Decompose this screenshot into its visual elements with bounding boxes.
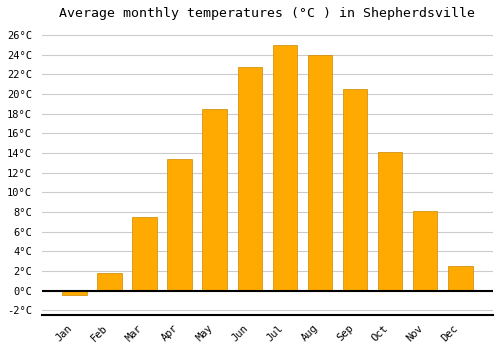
- Bar: [238, 66, 262, 290]
- Bar: [98, 273, 122, 290]
- Bar: [272, 45, 297, 290]
- Title: Average monthly temperatures (°C ) in Shepherdsville: Average monthly temperatures (°C ) in Sh…: [60, 7, 476, 20]
- Bar: [62, 290, 86, 295]
- Bar: [202, 109, 227, 290]
- Bar: [343, 89, 367, 290]
- Bar: [168, 159, 192, 290]
- Bar: [448, 266, 472, 290]
- Bar: [308, 55, 332, 290]
- Bar: [413, 211, 438, 290]
- Bar: [378, 152, 402, 290]
- Bar: [132, 217, 157, 290]
